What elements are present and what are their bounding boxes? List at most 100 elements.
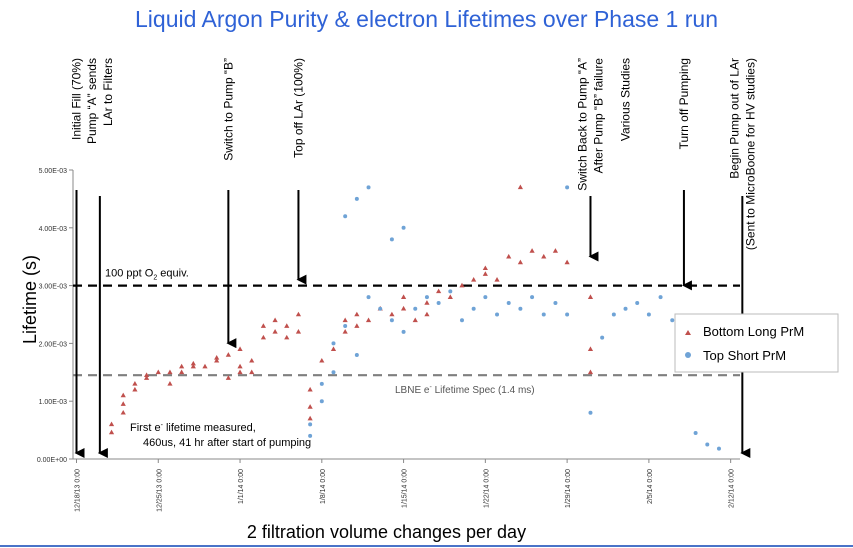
bottom-prm-point	[132, 386, 138, 392]
chart-title: Liquid Argon Purity & electron Lifetimes…	[135, 6, 718, 32]
bottom-prm-point	[284, 323, 290, 328]
bottom-prm-point	[295, 311, 302, 317]
bottom-prm-point	[494, 277, 500, 282]
bottom-prm-point	[120, 409, 126, 415]
bottom-prm-point	[330, 346, 337, 351]
bottom-prm-point	[400, 305, 407, 311]
bottom-prm-point	[319, 357, 325, 363]
bottom-prm-point	[307, 404, 313, 409]
top-prm-point	[635, 300, 640, 305]
top-prm-point	[389, 318, 394, 323]
bottom-prm-point	[365, 317, 372, 323]
bottom-prm-point	[412, 317, 418, 323]
legend-label-bottom: Bottom Long PrM	[703, 324, 804, 339]
bottom-prm-point	[482, 271, 488, 276]
data-points	[108, 184, 721, 451]
x-tick-label: 2/12/14 0:00	[729, 469, 736, 508]
top-prm-point	[389, 237, 394, 242]
top-prm-point	[541, 312, 546, 317]
bottom-prm-point	[272, 317, 278, 323]
bottom-prm-point	[354, 323, 360, 328]
bottom-prm-point	[284, 334, 290, 340]
top-prm-point	[448, 289, 453, 294]
top-prm-point	[716, 446, 721, 451]
bottom-prm-point	[155, 369, 161, 375]
event-label: Begin Pump out of LAr	[727, 58, 741, 179]
bottom-prm-point	[424, 300, 430, 305]
event-annotations: Initial Fill (70%) Pump “A” sends LAr to F…	[70, 58, 757, 458]
y-tick-label: 3.00E-03	[39, 284, 68, 291]
bottom-prm-point	[143, 372, 150, 377]
y-tick-label: 1.00E-03	[39, 399, 68, 406]
top-prm-point	[670, 318, 675, 323]
legend-label-top: Top Short PrM	[703, 348, 786, 363]
top-prm-point	[401, 329, 406, 334]
bottom-prm-point	[541, 253, 547, 259]
bottom-prm-point	[564, 259, 570, 265]
bottom-prm-point	[436, 288, 442, 294]
bottom-prm-point	[307, 415, 313, 421]
top-prm-point	[623, 306, 628, 311]
bottom-prm-point	[179, 369, 185, 375]
legend-triangle-marker	[685, 330, 691, 335]
bottom-prm-point	[260, 334, 267, 340]
top-prm-point	[553, 300, 558, 305]
event-label: After Pump “B” failure	[591, 58, 605, 174]
top-prm-point	[471, 306, 476, 311]
bottom-prm-point	[167, 369, 173, 375]
bottom-prm-point	[143, 375, 150, 380]
top-prm-point	[331, 370, 336, 375]
x-tick-label: 1/8/14 0:00	[320, 469, 327, 504]
event-label: (Sent to MicroBoone for HV studies)	[743, 58, 757, 250]
bottom-prm-point	[179, 363, 185, 369]
top-prm-point	[658, 295, 663, 300]
legend-box	[674, 313, 839, 373]
top-prm-point	[308, 422, 313, 427]
bottom-prm-point	[424, 311, 430, 317]
top-prm-point	[366, 185, 371, 190]
top-prm-point	[483, 295, 488, 300]
top-prm-point	[319, 399, 324, 404]
y-axis-title: Lifetime (s)	[20, 255, 40, 344]
top-prm-point	[436, 300, 441, 305]
bottom-prm-point	[225, 375, 231, 380]
event-label: Various Studies	[619, 58, 633, 141]
bottom-prm-point	[237, 346, 243, 351]
x-tick-label: 12/25/13 0:00	[156, 469, 163, 512]
y-tick-label: 4.00E-03	[39, 226, 68, 233]
bottom-prm-point	[120, 401, 126, 406]
top-prm-point	[401, 225, 406, 230]
x-tick-label: 2/5/14 0:00	[647, 469, 654, 504]
bottom-prm-point	[342, 329, 348, 334]
event-label: Top off LAr (100%)	[291, 58, 305, 158]
legend-circle-marker	[685, 352, 691, 358]
x-tick-label: 1/1/14 0:00	[238, 469, 245, 504]
event-label: Pump “A” sends	[85, 58, 99, 144]
bottom-prm-point	[587, 294, 594, 299]
top-prm-point	[343, 324, 348, 329]
bottom-prm-point	[389, 311, 395, 317]
top-prm-point	[611, 312, 616, 317]
x-tick-label: 1/15/14 0:00	[402, 469, 409, 508]
top-prm-point	[424, 295, 429, 300]
legend: Bottom Long PrM Top Short PrM	[674, 313, 839, 373]
top-prm-point	[354, 196, 359, 201]
top-prm-point	[506, 300, 511, 305]
top-prm-point	[319, 381, 324, 386]
y-tick-label: 2.00E-03	[39, 341, 68, 348]
bottom-prm-point	[459, 282, 465, 288]
top-prm-point	[565, 312, 570, 317]
bottom-prm-point	[249, 357, 255, 363]
event-label: Switch to Pump “B”	[221, 58, 235, 161]
top-prm-point	[413, 306, 418, 311]
bottom-prm-point	[342, 317, 348, 323]
bottom-prm-point	[552, 248, 559, 253]
top-prm-point	[646, 312, 651, 317]
bottom-prm-point	[249, 369, 255, 375]
top-prm-point	[354, 352, 359, 357]
bottom-prm-point	[529, 248, 535, 253]
bottom-prm-point	[202, 363, 208, 369]
x-tick-label: 1/29/14 0:00	[565, 469, 572, 508]
bottom-prm-point	[237, 363, 243, 369]
